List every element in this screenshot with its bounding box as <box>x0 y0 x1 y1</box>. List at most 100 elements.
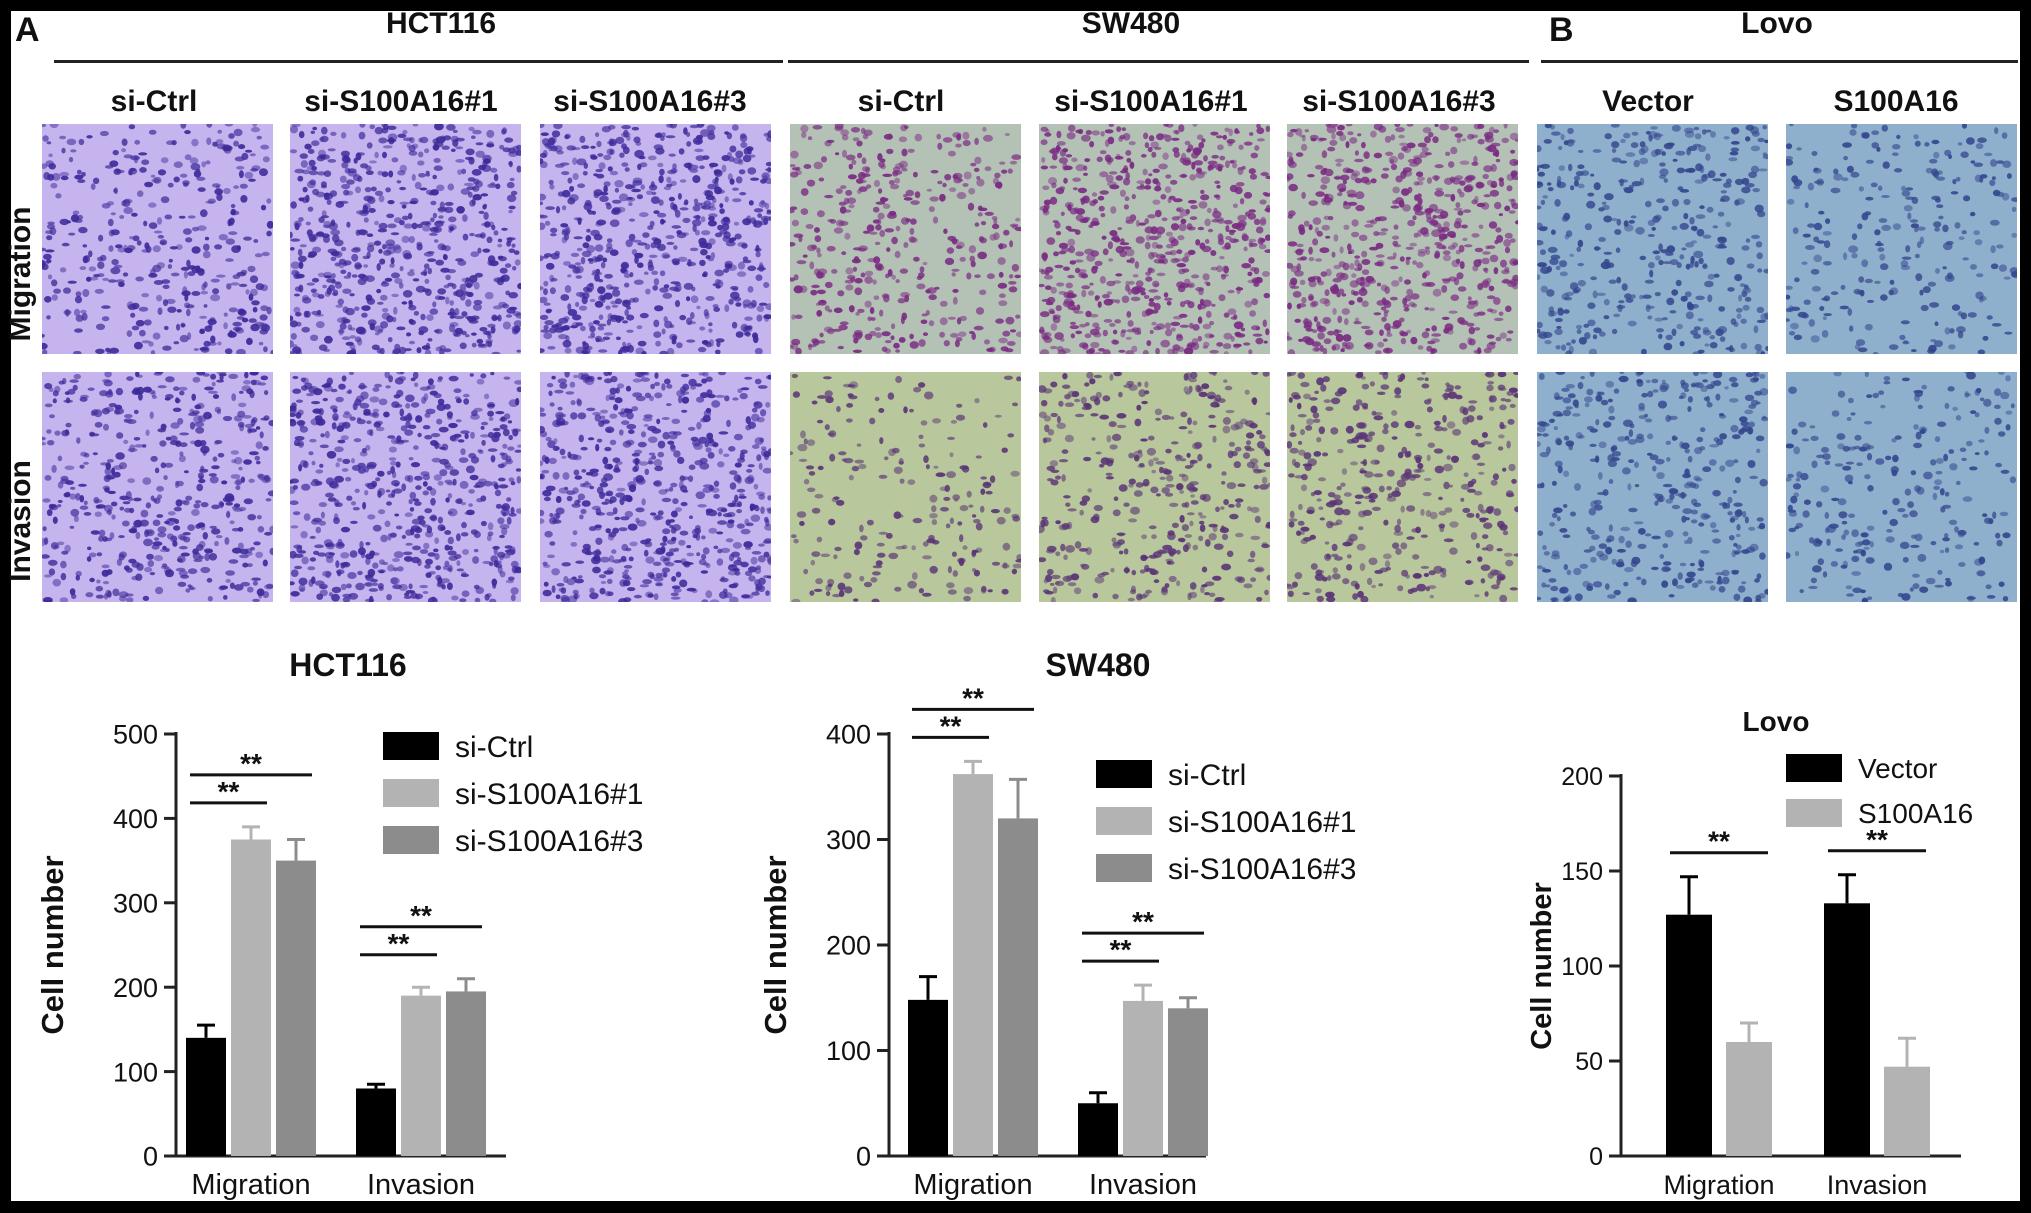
legend-label: S100A16 <box>1858 798 1973 829</box>
chart-sw480: SW480 Cell number 0 100 200 300 400 Migration In… <box>758 647 1356 1201</box>
legend-swatch <box>1096 760 1152 788</box>
column-label-sw480-si-s100a16-3: si-S100A16#3 <box>1302 85 1496 118</box>
micrograph-sw480-si-s100a16-3-migration <box>1287 124 1518 354</box>
row-label-invasion: Invasion <box>4 460 37 582</box>
legend-swatch <box>1786 799 1842 827</box>
legend-label: si-S100A16#1 <box>1168 806 1356 839</box>
column-label-sw480-si-ctrl: si-Ctrl <box>857 85 945 118</box>
y-tick-label: 300 <box>826 825 871 855</box>
y-tick-label: 500 <box>113 720 158 750</box>
legend-label: si-S100A16#1 <box>455 778 643 811</box>
column-label-sw480-si-s100a16-1: si-S100A16#1 <box>1054 85 1248 118</box>
significance-label: ** <box>962 682 984 713</box>
x-category-label: Invasion <box>1827 1170 1928 1200</box>
y-tick-label: 100 <box>1561 953 1603 981</box>
legend-swatch <box>383 826 439 854</box>
header-line-hct116 <box>54 60 783 63</box>
legend-label: si-S100A16#3 <box>455 825 643 858</box>
panel-letter-a: A <box>15 11 40 49</box>
header-line-lovo <box>1541 60 2018 63</box>
significance-label: ** <box>1866 824 1888 855</box>
y-tick-label: 200 <box>113 973 158 1003</box>
chart-hct116: HCT116 Cell number 0 100 200 300 400 500 Migrati… <box>35 647 643 1201</box>
cell-line-header-lovo: Lovo <box>1741 7 1813 40</box>
legend-label: si-S100A16#3 <box>1168 853 1356 886</box>
legend-label: si-Ctrl <box>455 731 533 764</box>
chart-title: SW480 <box>1046 647 1151 683</box>
micrograph-sw480-si-s100a16-1-invasion <box>1039 372 1270 602</box>
y-tick-label: 400 <box>113 804 158 834</box>
significance-label: ** <box>410 900 432 931</box>
figure-canvas: A B HCT116 SW480 Lovo si-Ctrl si-S100A16… <box>4 7 2020 1201</box>
micrograph-hct116-si-s100a16-1-invasion <box>290 372 521 602</box>
significance-label: ** <box>218 776 240 807</box>
micrograph-hct116-si-s100a16-1-migration <box>290 124 521 354</box>
bar <box>1726 1042 1772 1156</box>
significance-label: ** <box>240 748 262 779</box>
bar <box>276 860 316 1156</box>
x-category-label: Migration <box>913 1169 1032 1201</box>
bar <box>1168 1008 1208 1156</box>
y-tick-label: 0 <box>143 1142 158 1172</box>
micrograph-lovo-vector-migration <box>1537 124 1768 354</box>
cell-line-header-sw480: SW480 <box>1081 7 1181 40</box>
bar <box>231 839 271 1156</box>
significance-label: ** <box>1110 934 1132 965</box>
legend-swatch <box>383 732 439 760</box>
micrograph-sw480-si-ctrl-invasion <box>790 372 1021 602</box>
bar <box>1884 1066 1930 1156</box>
micrograph-hct116-si-s100a16-3-invasion <box>540 372 771 602</box>
bar <box>953 774 993 1156</box>
x-category-label: Migration <box>1663 1170 1774 1200</box>
x-category-label: Invasion <box>367 1169 475 1201</box>
micrograph-lovo-s100a16-migration <box>1786 124 2017 354</box>
legend-label: Vector <box>1858 753 1937 784</box>
micrograph-lovo-vector-invasion <box>1537 372 1768 602</box>
y-tick-label: 400 <box>826 720 871 750</box>
significance-label: ** <box>940 710 962 741</box>
micrograph-lovo-s100a16-invasion <box>1786 372 2017 602</box>
cell-line-header-hct116: HCT116 <box>385 7 497 40</box>
column-label-hct116-si-s100a16-1: si-S100A16#1 <box>304 85 498 118</box>
chart-title: Lovo <box>1743 706 1810 737</box>
significance-label: ** <box>1132 906 1154 937</box>
micrograph-sw480-si-s100a16-1-migration <box>1039 124 1270 354</box>
legend-label: si-Ctrl <box>1168 759 1246 792</box>
chart-lovo: Lovo Cell number 0 50 100 150 200 Migration Inva… <box>1526 706 1973 1200</box>
y-tick-label: 100 <box>826 1036 871 1066</box>
y-tick-label: 200 <box>826 931 871 961</box>
micrograph-sw480-si-ctrl-migration <box>790 124 1021 354</box>
column-label-hct116-si-s100a16-3: si-S100A16#3 <box>553 85 747 118</box>
bar <box>1666 914 1712 1156</box>
bar <box>998 818 1038 1156</box>
y-tick-label: 100 <box>113 1057 158 1087</box>
bar <box>401 995 441 1156</box>
y-tick-label: 150 <box>1561 858 1603 886</box>
y-axis-label: Cell number <box>758 855 793 1034</box>
bar <box>186 1037 226 1156</box>
row-label-migration: Migration <box>4 206 37 342</box>
y-axis-label: Cell number <box>35 855 70 1034</box>
y-axis-label: Cell number <box>1526 882 1558 1050</box>
y-tick-label: 200 <box>1561 763 1603 791</box>
legend-swatch <box>1096 854 1152 882</box>
bar <box>446 991 486 1156</box>
bar <box>1078 1103 1118 1156</box>
bar <box>1824 903 1870 1156</box>
header-line-sw480 <box>788 60 1529 63</box>
x-category-label: Migration <box>191 1169 310 1201</box>
y-tick-label: 300 <box>113 889 158 919</box>
y-tick-label: 0 <box>1589 1143 1603 1171</box>
micrograph-hct116-si-ctrl-migration <box>42 124 273 354</box>
column-label-lovo-s100a16: S100A16 <box>1833 85 1959 118</box>
micrograph-sw480-si-s100a16-3-invasion <box>1287 372 1518 602</box>
panel-letter-b: B <box>1549 11 1574 49</box>
legend-swatch <box>1786 754 1842 782</box>
significance-label: ** <box>388 928 410 959</box>
micrograph-hct116-si-s100a16-3-migration <box>540 124 771 354</box>
bar <box>1123 1000 1163 1156</box>
column-label-hct116-si-ctrl: si-Ctrl <box>110 85 198 118</box>
chart-title: HCT116 <box>289 647 406 683</box>
micrograph-hct116-si-ctrl-invasion <box>42 372 273 602</box>
